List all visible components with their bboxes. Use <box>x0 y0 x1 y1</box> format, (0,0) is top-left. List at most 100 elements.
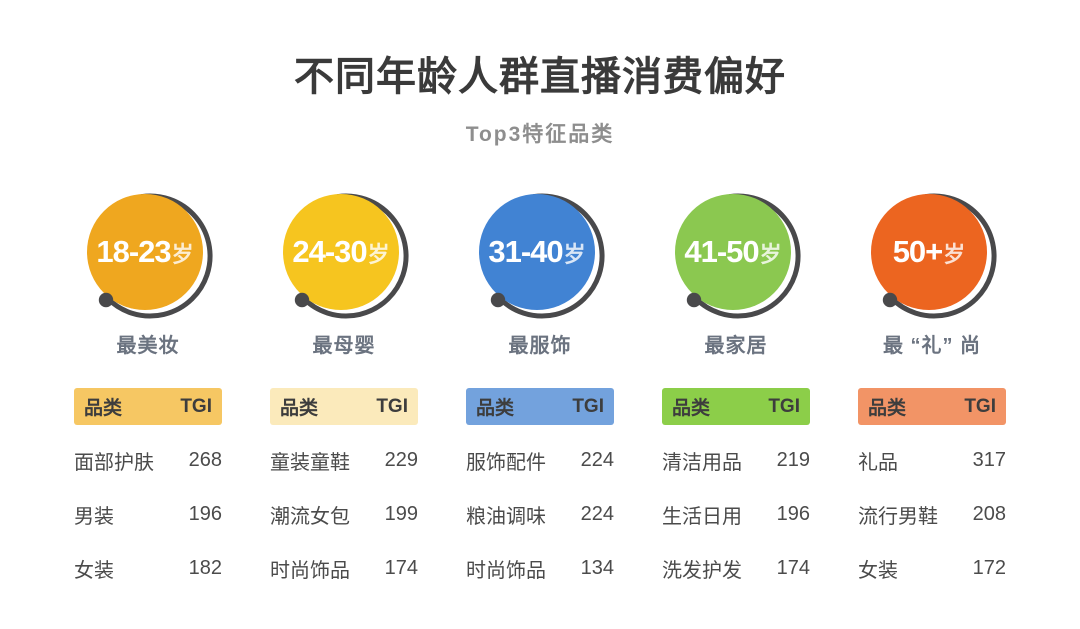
arc-dot <box>686 292 702 308</box>
table-row: 礼品 317 <box>858 433 1006 487</box>
age-group-column-50plus: 50+岁 最 “礼” 尚 品类 TGI 礼品 317 流行男鞋 208 女装 1… <box>834 192 1030 595</box>
category-cell: 洗发护发 <box>662 559 742 582</box>
age-group-column-18-23: 18-23岁 最美妆 品类 TGI 面部护肤 268 男装 196 女装 182 <box>50 192 246 595</box>
table-header: 品类 TGI <box>74 388 222 425</box>
tgi-cell: 224 <box>580 448 614 471</box>
arc-dot <box>98 292 114 308</box>
tgi-cell: 174 <box>776 556 810 579</box>
age-range-label: 18-23岁 <box>96 234 193 269</box>
tgi-header-cell: TGI <box>572 395 604 417</box>
trait-label: 最 “礼” 尚 <box>882 335 982 357</box>
category-header-cell: 品类 <box>672 398 711 419</box>
table-row: 服饰配件 224 <box>466 433 614 487</box>
table-row: 时尚饰品 134 <box>466 541 614 595</box>
age-circle <box>479 194 595 310</box>
table-row: 男装 196 <box>74 487 222 541</box>
table-row: 洗发护发 174 <box>662 541 810 595</box>
category-cell: 潮流女包 <box>270 505 350 528</box>
tgi-cell: 199 <box>384 502 418 525</box>
table-row: 女装 172 <box>858 541 1006 595</box>
age-circle <box>871 194 987 310</box>
arc-dot <box>294 292 310 308</box>
table-body: 童装童鞋 229 潮流女包 199 时尚饰品 174 <box>270 433 418 595</box>
table-header: 品类 TGI <box>662 388 810 425</box>
age-group-column-24-30: 24-30岁 最母婴 品类 TGI 童装童鞋 229 潮流女包 199 时尚饰品… <box>246 192 442 595</box>
table-body: 礼品 317 流行男鞋 208 女装 172 <box>858 433 1006 595</box>
age-range-label: 50+岁 <box>893 234 966 269</box>
tgi-cell: 268 <box>188 448 222 471</box>
progress-arc <box>497 193 605 319</box>
table-row: 时尚饰品 174 <box>270 541 418 595</box>
arc-dot <box>490 292 506 308</box>
page-subtitle: Top3特征品类 <box>465 123 615 146</box>
trait-label: 最服饰 <box>508 335 572 357</box>
age-badge: 18-23岁 <box>87 193 213 319</box>
category-header-cell: 品类 <box>84 398 123 419</box>
table-body: 面部护肤 268 男装 196 女装 182 <box>74 433 222 595</box>
age-badge: 24-30岁 <box>283 193 409 319</box>
tgi-cell: 172 <box>972 556 1006 579</box>
tgi-cell: 182 <box>188 556 222 579</box>
tgi-cell: 174 <box>384 556 418 579</box>
tgi-header-cell: TGI <box>180 395 212 417</box>
tgi-header-cell: TGI <box>376 395 408 417</box>
page-title: 不同年龄人群直播消费偏好 <box>294 55 786 99</box>
tgi-header-cell: TGI <box>964 395 996 417</box>
category-header-cell: 品类 <box>868 398 907 419</box>
age-circle <box>283 194 399 310</box>
age-circle <box>675 194 791 310</box>
table-header: 品类 TGI <box>270 388 418 425</box>
tgi-cell: 196 <box>776 502 810 525</box>
category-cell: 女装 <box>858 559 898 582</box>
trait-label: 最美妆 <box>116 335 180 357</box>
table-row: 童装童鞋 229 <box>270 433 418 487</box>
tgi-cell: 208 <box>972 502 1006 525</box>
tgi-cell: 224 <box>580 502 614 525</box>
category-cell: 时尚饰品 <box>466 559 546 582</box>
progress-arc <box>105 193 213 319</box>
table-row: 流行男鞋 208 <box>858 487 1006 541</box>
table-header: 品类 TGI <box>466 388 614 425</box>
category-cell: 服饰配件 <box>466 451 546 474</box>
age-range-label: 24-30岁 <box>292 234 389 269</box>
age-circle <box>87 194 203 310</box>
tgi-header-cell: TGI <box>768 395 800 417</box>
table-row: 面部护肤 268 <box>74 433 222 487</box>
age-group-column-41-50: 41-50岁 最家居 品类 TGI 清洁用品 219 生活日用 196 洗发护发… <box>638 192 834 595</box>
category-cell: 童装童鞋 <box>270 451 350 474</box>
tgi-cell: 196 <box>188 502 222 525</box>
table-row: 清洁用品 219 <box>662 433 810 487</box>
tgi-cell: 134 <box>580 556 614 579</box>
table-row: 粮油调味 224 <box>466 487 614 541</box>
arc-dot <box>882 292 898 308</box>
age-group-column-31-40: 31-40岁 最服饰 品类 TGI 服饰配件 224 粮油调味 224 时尚饰品… <box>442 192 638 595</box>
age-range-label: 41-50岁 <box>684 234 781 269</box>
category-cell: 女装 <box>74 559 114 582</box>
table-row: 潮流女包 199 <box>270 487 418 541</box>
category-cell: 时尚饰品 <box>270 559 350 582</box>
age-badge: 50+岁 <box>871 193 997 319</box>
progress-arc <box>693 193 801 319</box>
category-cell: 男装 <box>74 505 114 528</box>
progress-arc <box>301 193 409 319</box>
tgi-cell: 219 <box>776 448 810 471</box>
category-header-cell: 品类 <box>280 398 319 419</box>
category-cell: 礼品 <box>858 451 898 474</box>
age-badge: 31-40岁 <box>479 193 605 319</box>
age-badge: 41-50岁 <box>675 193 801 319</box>
table-row: 女装 182 <box>74 541 222 595</box>
category-cell: 清洁用品 <box>662 451 742 474</box>
category-cell: 面部护肤 <box>74 451 154 474</box>
tgi-cell: 229 <box>384 448 418 471</box>
category-cell: 粮油调味 <box>466 505 546 528</box>
age-group-columns: 18-23岁 最美妆 品类 TGI 面部护肤 268 男装 196 女装 182 <box>0 192 1080 595</box>
category-cell: 生活日用 <box>662 505 742 528</box>
category-cell: 流行男鞋 <box>858 505 938 528</box>
trait-label: 最母婴 <box>312 335 376 357</box>
age-range-label: 31-40岁 <box>488 234 585 269</box>
trait-label: 最家居 <box>704 335 768 357</box>
table-row: 生活日用 196 <box>662 487 810 541</box>
table-header: 品类 TGI <box>858 388 1006 425</box>
category-header-cell: 品类 <box>476 398 515 419</box>
table-body: 清洁用品 219 生活日用 196 洗发护发 174 <box>662 433 810 595</box>
